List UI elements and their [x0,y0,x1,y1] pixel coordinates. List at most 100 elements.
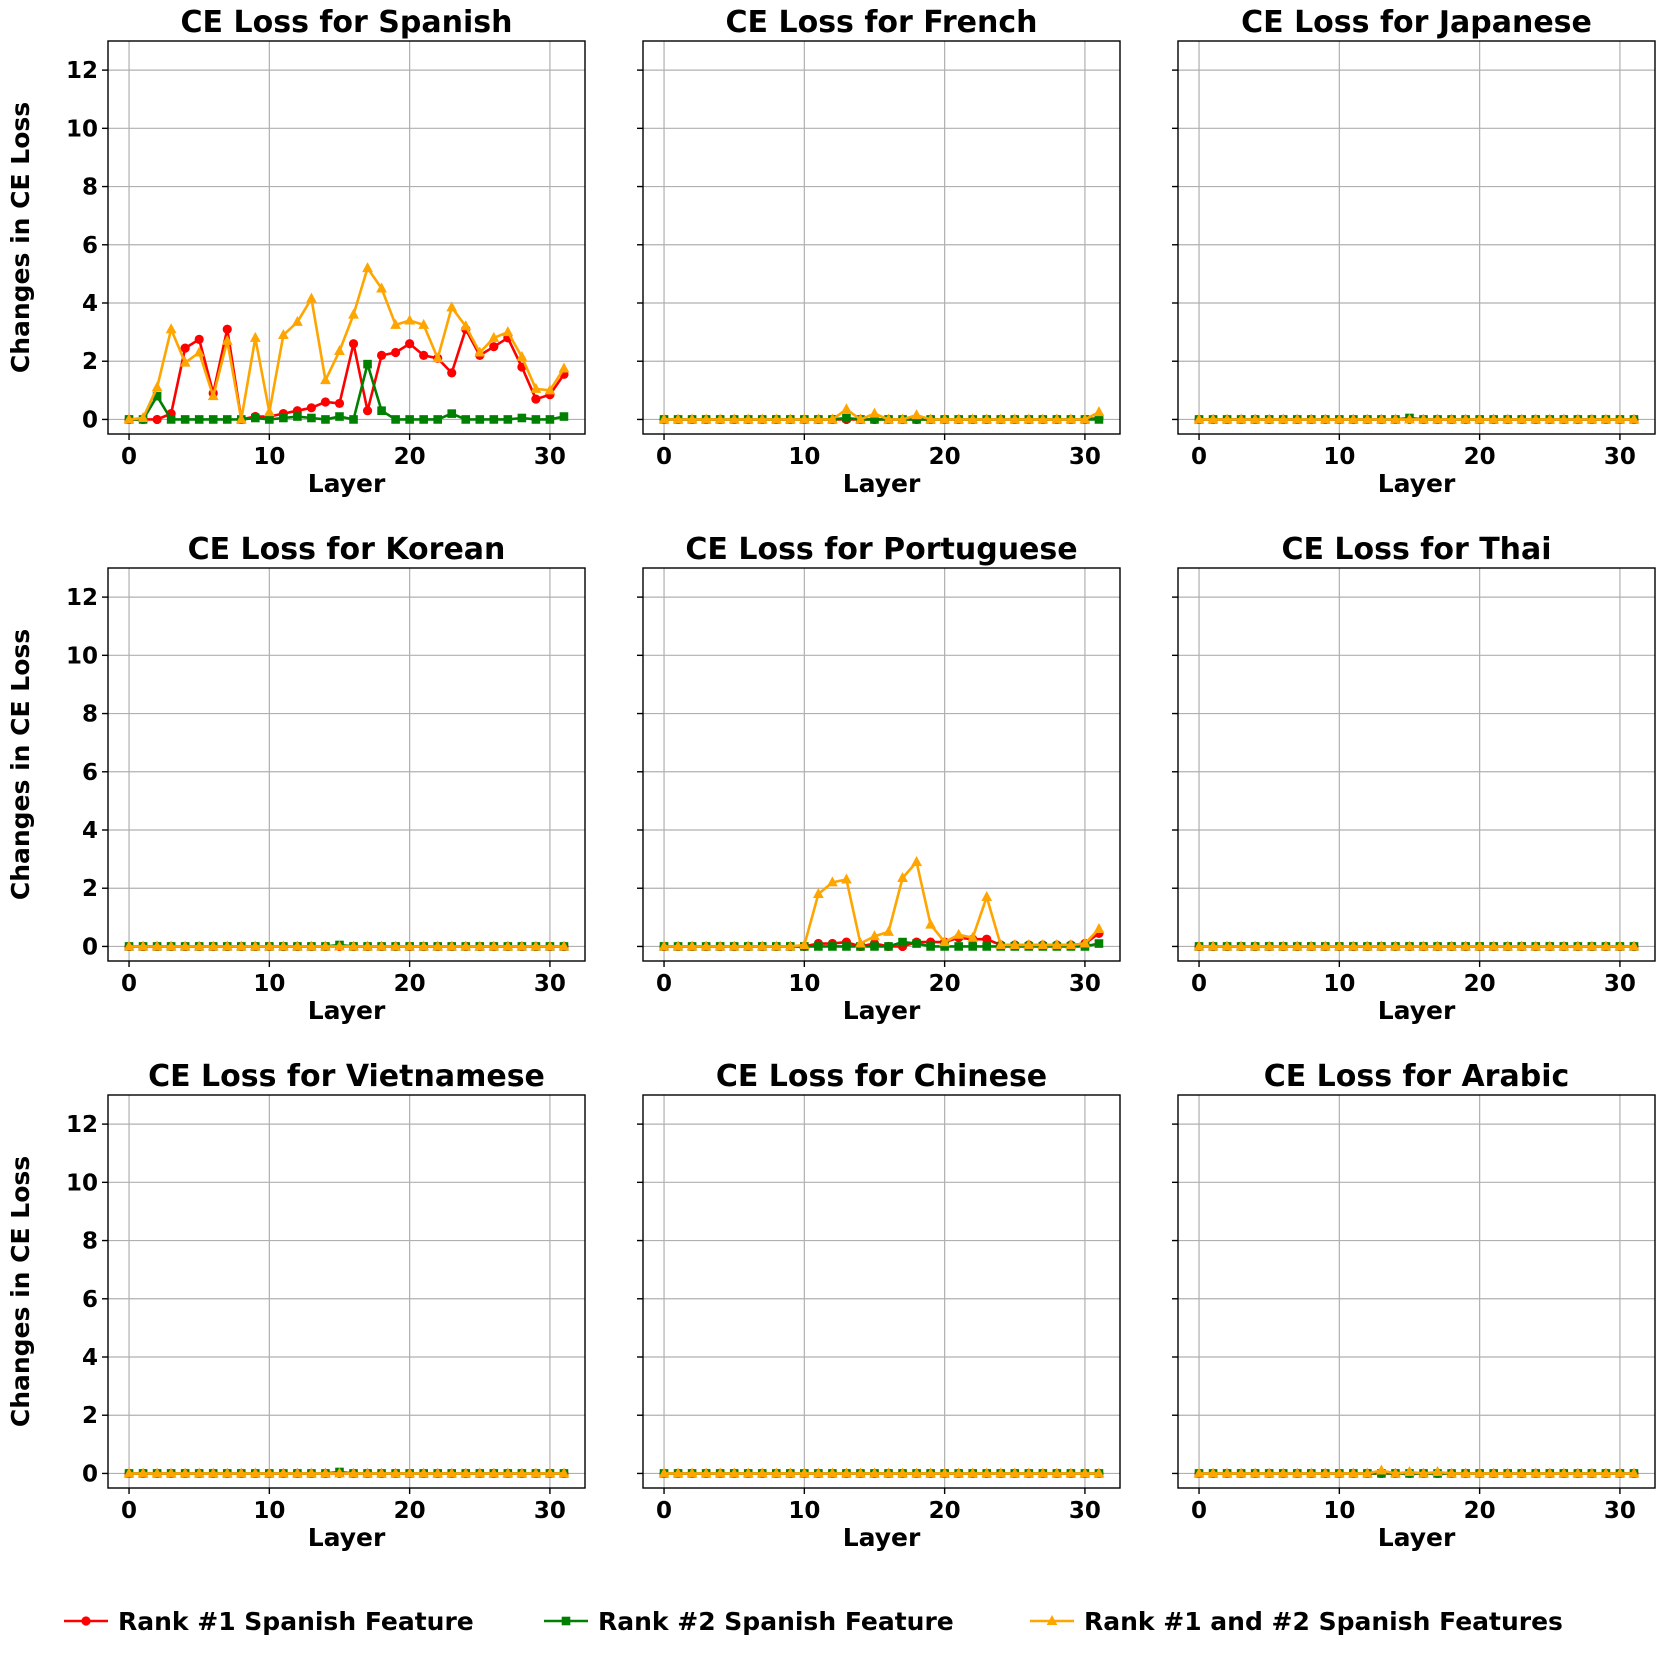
data-point [995,1467,1007,1478]
data-point [265,415,274,424]
data-point [1221,1467,1233,1478]
data-point [1530,413,1542,424]
data-point [488,940,500,951]
data-point [1037,1467,1049,1478]
data-point [558,1467,570,1478]
data-point [404,314,416,325]
data-point [1291,940,1303,951]
data-point [348,940,359,951]
data-point [1207,413,1219,424]
data-point [544,384,556,395]
x-tick-label: 30 [1604,971,1636,997]
x-tick-label: 10 [788,971,820,997]
data-point [1093,922,1105,933]
subplot: 0 10 20 30 CE Loss for Thai Layer [1172,532,1656,1025]
data-point [362,940,373,951]
data-point [770,1467,782,1478]
data-point [742,1467,754,1478]
data-point [432,352,444,363]
legend-marker [1046,1615,1058,1625]
data-point [419,415,428,424]
data-point [222,415,232,424]
data-point [939,936,951,947]
x-axis-label: Layer [1378,1523,1456,1552]
data-point [334,940,345,951]
data-point [544,1467,556,1478]
data-point [855,413,866,424]
data-point [1333,940,1345,951]
data-point [1009,1467,1021,1478]
data-point [1614,413,1626,424]
data-point [376,1467,387,1478]
data-point [700,1467,712,1478]
data-point [911,1467,922,1478]
data-point [784,940,796,951]
data-point [151,381,163,392]
data-point [1361,413,1373,424]
data-point [263,940,275,951]
data-point [1544,940,1556,951]
x-tick-label: 30 [534,1498,566,1524]
data-point [1390,1467,1401,1478]
data-point [1207,940,1219,951]
y-tick-label: 8 [82,1229,98,1255]
axes-frame [107,1094,586,1489]
data-point [1009,938,1021,949]
data-point [362,406,373,416]
data-point [1333,413,1345,424]
x-tick-label: 20 [1464,444,1496,470]
grid [1178,1095,1655,1488]
data-point [334,398,345,409]
y-tick-label: 0 [82,1461,98,1487]
data-point [263,406,275,417]
series [123,262,570,424]
data-point [1558,413,1570,424]
x-axis-label: Layer [308,1523,386,1552]
data-point [1093,406,1105,417]
data-point [967,931,979,942]
data-point [686,940,698,951]
data-point [925,1467,937,1478]
data-point [516,940,528,951]
data-point [939,413,951,424]
subplot: 0 10 20 30 CE Loss for Arabic Layer [1172,1059,1656,1552]
legend-label: Rank #2 Spanish Feature [598,1607,954,1636]
data-point [826,876,838,887]
data-point [489,415,499,424]
x-tick-label: 0 [656,444,672,470]
data-point [334,345,345,356]
data-point [1207,1467,1219,1478]
y-tick-label: 2 [82,1403,98,1429]
y-tick-label: 12 [66,585,98,611]
data-point [165,940,177,951]
series-line [664,860,1100,948]
subplot-title: CE Loss for Chinese [716,1059,1047,1094]
data-point [531,415,541,424]
data-point [1249,1467,1261,1478]
data-point [1023,413,1035,424]
data-point [235,413,247,424]
x-tick-label: 0 [1191,1498,1207,1524]
data-point [953,1467,965,1478]
data-point [672,413,684,424]
data-point [502,326,514,337]
data-point [405,415,414,424]
y-tick-label: 6 [82,233,98,259]
data-point [1390,940,1401,951]
y-tick-label: 10 [66,116,98,142]
axes-frame [642,40,1121,435]
x-tick-label: 20 [929,444,961,470]
data-point [658,940,670,951]
data-point [700,413,712,424]
x-axis-label: Layer [308,996,386,1025]
x-tick-label: 20 [929,971,961,997]
data-point [1023,938,1035,949]
data-point [1600,940,1612,951]
series [124,324,569,425]
data-point [222,324,232,334]
y-tick-label: 4 [82,1345,98,1371]
data-point [291,940,303,951]
data-point [995,938,1007,949]
x-tick-label: 0 [656,1498,672,1524]
data-point [869,407,880,418]
